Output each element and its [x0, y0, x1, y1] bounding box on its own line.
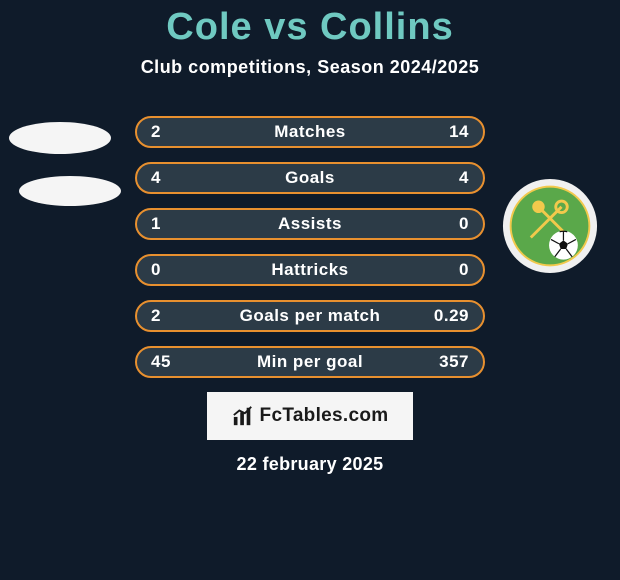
stat-label: Goals per match — [201, 306, 419, 326]
player-left-badge-secondary — [19, 176, 121, 206]
page-title: Cole vs Collins — [0, 0, 620, 49]
stat-value-right: 0 — [419, 214, 469, 234]
stat-label: Min per goal — [201, 352, 419, 372]
comparison-card: Cole vs Collins Club competitions, Seaso… — [0, 0, 620, 580]
brand-badge: FcTables.com — [207, 392, 413, 440]
stat-value-right: 14 — [419, 122, 469, 142]
stat-value-right: 4 — [419, 168, 469, 188]
stat-value-left: 2 — [151, 122, 201, 142]
stat-row: 1Assists0 — [135, 208, 485, 240]
page-subtitle: Club competitions, Season 2024/2025 — [0, 57, 620, 78]
stat-row: 2Goals per match0.29 — [135, 300, 485, 332]
stat-value-left: 45 — [151, 352, 201, 372]
stats-table: 2Matches144Goals41Assists00Hattricks02Go… — [135, 116, 485, 378]
stat-label: Goals — [201, 168, 419, 188]
club-crest-icon — [502, 178, 598, 274]
stat-value-left: 2 — [151, 306, 201, 326]
stat-row: 2Matches14 — [135, 116, 485, 148]
brand-chart-icon — [232, 405, 254, 427]
stat-row: 45Min per goal357 — [135, 346, 485, 378]
date-label: 22 february 2025 — [0, 454, 620, 475]
stat-value-right: 0.29 — [419, 306, 469, 326]
stat-value-right: 357 — [419, 352, 469, 372]
stat-value-left: 1 — [151, 214, 201, 234]
player-left-badge — [9, 122, 111, 154]
stat-value-left: 0 — [151, 260, 201, 280]
stat-row: 0Hattricks0 — [135, 254, 485, 286]
stat-value-left: 4 — [151, 168, 201, 188]
stat-label: Hattricks — [201, 260, 419, 280]
stat-row: 4Goals4 — [135, 162, 485, 194]
stat-value-right: 0 — [419, 260, 469, 280]
stat-label: Matches — [201, 122, 419, 142]
brand-text: FcTables.com — [260, 405, 389, 427]
stat-label: Assists — [201, 214, 419, 234]
